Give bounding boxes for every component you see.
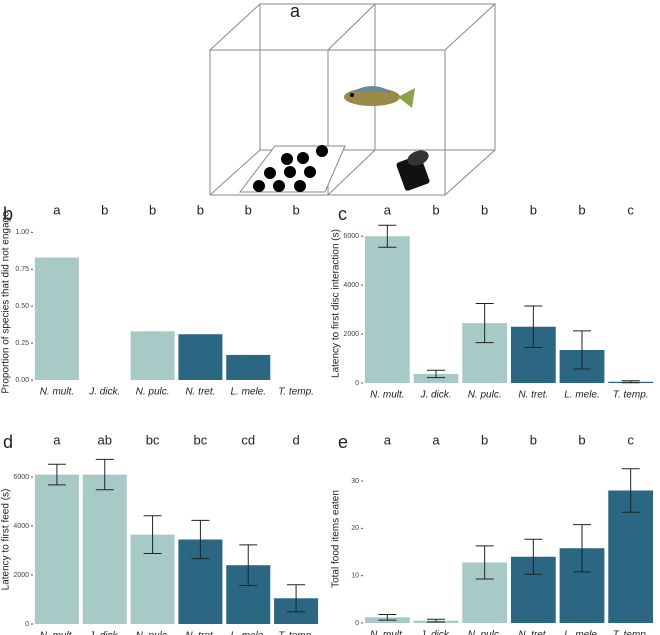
- x-tick-label: N. pulc.: [468, 390, 502, 401]
- y-axis-label: Total food items eaten: [331, 490, 342, 588]
- bar: [178, 334, 223, 380]
- y-tick-label: 0.75: [15, 266, 29, 273]
- x-tick-label: J. dick.: [419, 390, 451, 401]
- significance-letter: ab: [98, 432, 112, 447]
- x-tick-label: N. pulc.: [468, 630, 502, 635]
- y-tick-label: 4000: [343, 282, 359, 289]
- y-tick-label: 2000: [343, 331, 359, 338]
- significance-letter: b: [530, 202, 537, 217]
- y-tick-label: 0: [355, 380, 359, 387]
- significance-letter: b: [197, 202, 204, 217]
- significance-letter: b: [481, 432, 488, 447]
- significance-letter: a: [432, 432, 440, 447]
- significance-letter: b: [101, 202, 108, 217]
- y-tick-label: 0.00: [15, 377, 29, 384]
- x-tick-label: L. mele.: [564, 390, 600, 401]
- bar: [364, 236, 410, 383]
- significance-letter: b: [432, 202, 439, 217]
- x-tick-label: N. tret.: [518, 390, 548, 401]
- x-tick-label: N. mult.: [370, 390, 404, 401]
- x-tick-label: J. dick.: [419, 630, 451, 635]
- significance-letter: b: [578, 202, 585, 217]
- x-tick-label: L. mele.: [230, 387, 266, 398]
- panel-label: e: [338, 432, 348, 452]
- y-tick-label: 0: [25, 621, 29, 628]
- panel-label: d: [3, 432, 13, 452]
- significance-letter: b: [578, 432, 585, 447]
- y-tick-label: 0.25: [15, 340, 29, 347]
- significance-letter: a: [53, 202, 61, 217]
- y-tick-label: 10: [351, 573, 359, 580]
- significance-letter: b: [149, 202, 156, 217]
- significance-letter: c: [627, 432, 634, 447]
- bar: [130, 331, 175, 380]
- y-tick-label: 4000: [13, 523, 29, 530]
- x-tick-label: N. mult.: [40, 631, 74, 635]
- x-tick-label: J. dick.: [88, 387, 120, 398]
- x-tick-label: T. temp.: [613, 630, 649, 635]
- bar: [34, 257, 79, 380]
- x-tick-label: N. mult.: [370, 630, 404, 635]
- x-tick-label: N. mult.: [40, 387, 74, 398]
- y-tick-label: 0.50: [15, 303, 29, 310]
- x-tick-label: N. tret.: [518, 630, 548, 635]
- y-tick-label: 1.00: [15, 229, 29, 236]
- x-tick-label: N. pulc.: [136, 631, 170, 635]
- significance-letter: c: [627, 202, 634, 217]
- x-tick-label: T. temp.: [278, 387, 314, 398]
- x-tick-label: L. mele.: [564, 630, 600, 635]
- significance-letter: a: [384, 432, 392, 447]
- x-tick-label: J. dick.: [88, 631, 120, 635]
- y-tick-label: 0: [355, 620, 359, 627]
- significance-letter: b: [481, 202, 488, 217]
- x-tick-label: N. tret.: [185, 631, 215, 635]
- y-tick-label: 30: [351, 478, 359, 485]
- x-tick-label: L. mele.: [230, 631, 266, 635]
- x-tick-label: N. pulc.: [136, 387, 170, 398]
- y-tick-label: 6000: [13, 474, 29, 481]
- y-tick-label: 2000: [13, 572, 29, 579]
- bar: [82, 474, 127, 624]
- panel-label: b: [3, 204, 13, 224]
- y-tick-label: 6000: [343, 233, 359, 240]
- panel-label: c: [338, 204, 347, 224]
- bar: [226, 354, 271, 380]
- significance-letter: b: [292, 202, 299, 217]
- significance-letter: d: [292, 432, 299, 447]
- bar: [413, 373, 459, 383]
- significance-letter: cd: [241, 432, 255, 447]
- significance-letter: b: [245, 202, 252, 217]
- y-axis-label: Latency to first feed (s): [1, 489, 12, 591]
- significance-letter: a: [53, 432, 61, 447]
- y-axis-label: Latency to first disc interaction (s): [331, 229, 342, 378]
- y-tick-label: 20: [351, 525, 359, 532]
- x-tick-label: T. temp.: [613, 390, 649, 401]
- significance-letter: bc: [146, 432, 160, 447]
- significance-letter: bc: [194, 432, 208, 447]
- y-axis-label: Proportion of species that did not engag…: [1, 211, 12, 394]
- x-tick-label: N. tret.: [185, 387, 215, 398]
- x-tick-label: T. temp.: [278, 631, 314, 635]
- significance-letter: a: [384, 202, 392, 217]
- tank-diagram: [208, 3, 497, 196]
- panel-label: a: [290, 1, 301, 21]
- significance-letter: b: [530, 432, 537, 447]
- bar: [34, 474, 79, 624]
